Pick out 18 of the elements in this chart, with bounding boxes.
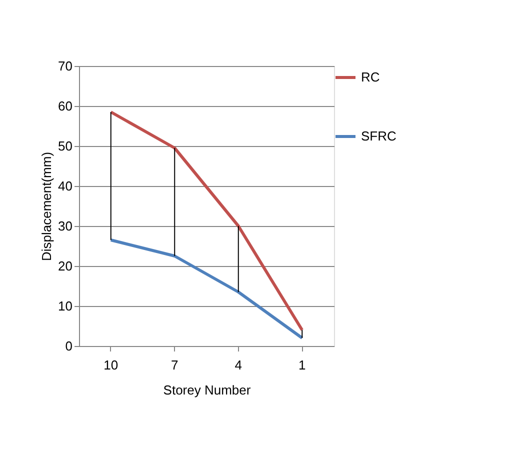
legend-label: RC (361, 70, 380, 84)
y-tick-label: 30 (58, 218, 72, 234)
x-tick-label: 10 (104, 358, 118, 372)
x-tick-label: 4 (234, 358, 242, 372)
y-tick-label: 20 (58, 258, 72, 274)
y-axis-title: Displacement(mm) (39, 152, 54, 262)
legend-label: SFRC (361, 128, 396, 144)
line-series (109, 110, 304, 332)
line-series (109, 238, 304, 340)
y-tick-label: 60 (58, 98, 72, 114)
y-tick-label: 40 (58, 178, 72, 194)
x-tick-label: 7 (171, 358, 178, 372)
x-axis-title: Storey Number (163, 382, 252, 398)
y-tick-label: 10 (58, 298, 72, 314)
x-tick-label: 1 (298, 358, 306, 372)
y-tick-label: 50 (58, 138, 72, 154)
y-tick-label: 0 (65, 338, 72, 354)
y-tick-label: 70 (58, 58, 72, 74)
